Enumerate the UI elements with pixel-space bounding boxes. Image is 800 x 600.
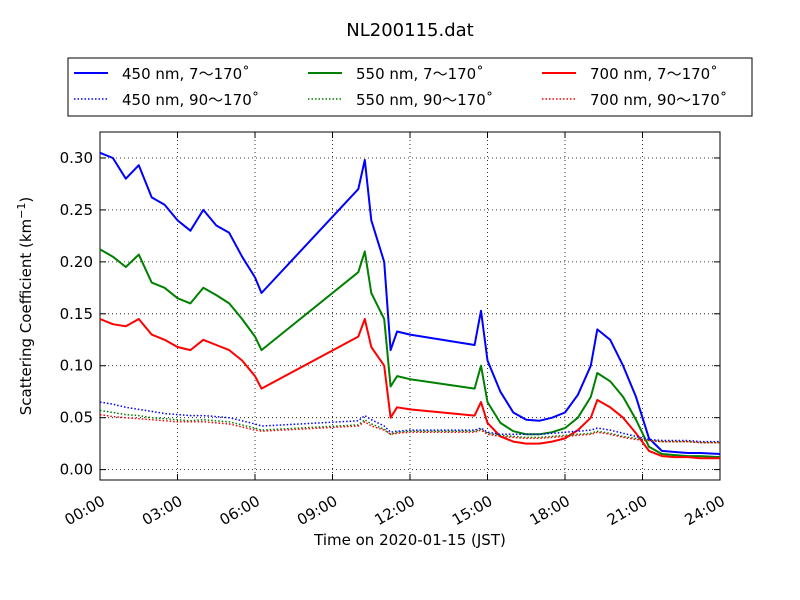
x-tick-label: 09:00	[294, 492, 340, 529]
series-line-3	[99, 318, 720, 460]
legend-label: 450 nm, 90～170˚	[122, 91, 259, 109]
x-tick-label: 00:00	[62, 492, 108, 529]
legend-label: 700 nm, 7～170˚	[590, 65, 718, 83]
series-line-1	[99, 151, 721, 455]
series-line-6	[99, 413, 720, 444]
series-line-5	[99, 409, 720, 444]
x-tick-label: 18:00	[527, 492, 573, 529]
y-tick-label: 0.15	[60, 305, 93, 323]
x-tick-label: 06:00	[217, 492, 263, 529]
grid	[100, 132, 720, 480]
ticks: 00:00 03:00 06:00 09:00 12:00 15:00 18:00 21:00…	[60, 132, 728, 529]
series-layer	[99, 151, 721, 460]
y-axis-label-main: Scattering Coefficient (km	[17, 219, 35, 415]
legend-frame	[67, 57, 753, 117]
chart-title: NL200115.dat	[346, 20, 473, 41]
y-tick-label: 0.10	[60, 357, 93, 375]
series-line-2	[99, 248, 721, 459]
y-axis-label: Scattering Coefficient (km−1)	[15, 197, 35, 416]
legend-label: 550 nm, 90～170˚	[356, 91, 493, 109]
x-tick-label: 15:00	[449, 492, 495, 529]
x-tick-label: 12:00	[372, 492, 418, 529]
x-tick-label: 24:00	[682, 492, 728, 529]
x-tick-label: 21:00	[604, 492, 650, 529]
y-tick-label: 0.00	[60, 461, 93, 479]
legend-label: 450 nm, 7～170˚	[122, 65, 250, 83]
legend-label: 550 nm, 7～170˚	[356, 65, 484, 83]
y-tick-label: 0.30	[60, 149, 93, 167]
x-tick-label: 03:00	[139, 492, 185, 529]
y-tick-label: 0.05	[60, 409, 93, 427]
x-axis-label: Time on 2020-01-15 (JST)	[313, 531, 506, 549]
y-axis-label-superscript: −1	[15, 203, 28, 219]
y-tick-label: 0.25	[60, 201, 93, 219]
y-tick-label: 0.20	[60, 253, 93, 271]
legend-label: 700 nm, 90～170˚	[590, 91, 727, 109]
y-axis-label-close: )	[17, 197, 35, 203]
legend: 450 nm, 7～170˚ 550 nm, 7～170˚ 700 nm, 7～17…	[67, 57, 753, 117]
